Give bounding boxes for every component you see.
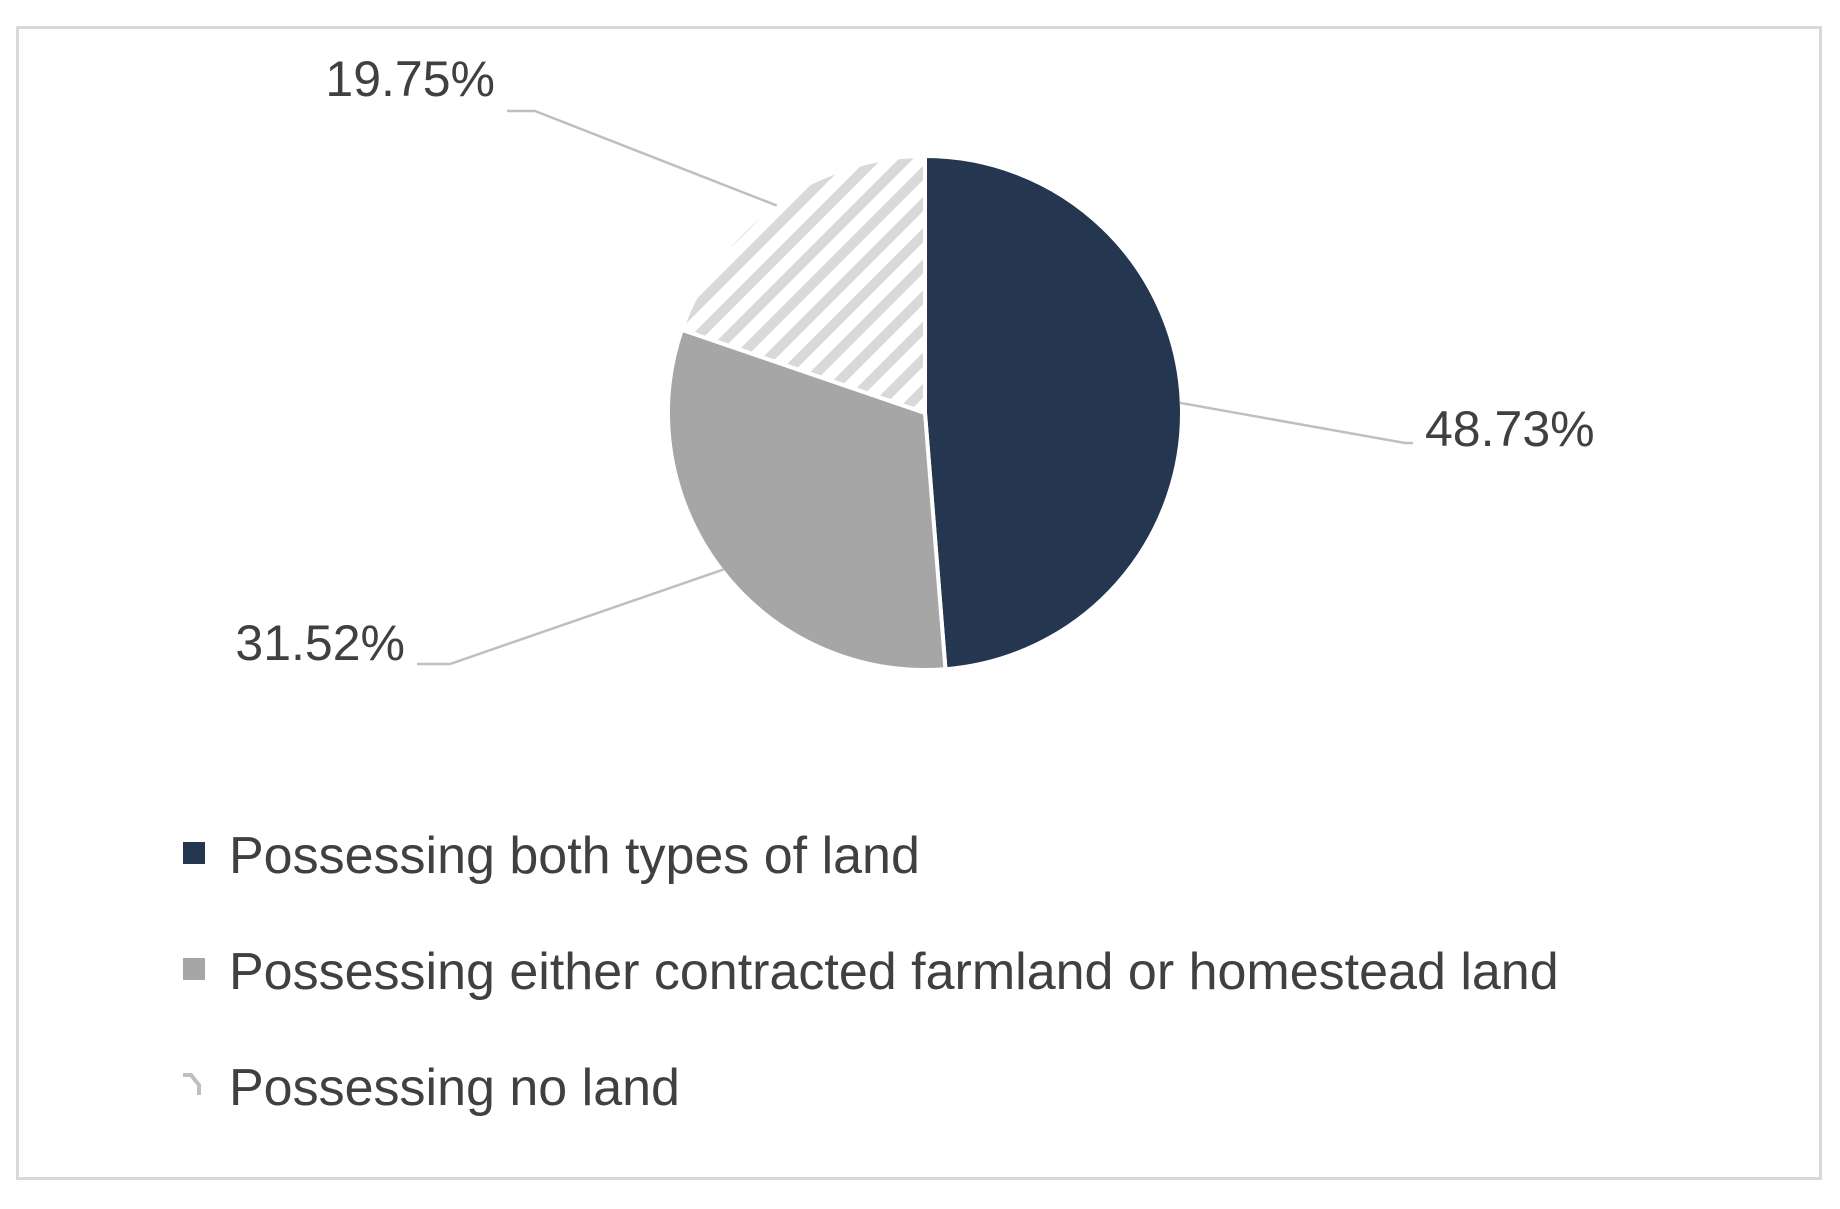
leader-line-possessing-no-land bbox=[507, 109, 778, 207]
data-label-possessing-either-contracted-farmland-or-homestead-land: 31.52% bbox=[235, 615, 405, 671]
legend-label-possessing-both-types-of-land: Possessing both types of land bbox=[229, 827, 920, 885]
legend-item-possessing-either-contracted-farmland-or-homestead-land: Possessing either contracted farmland or… bbox=[183, 943, 1559, 1001]
legend-swatch-possessing-either-contracted-farmland-or-homestead-land bbox=[183, 958, 205, 980]
legend-item-possessing-both-types-of-land: Possessing both types of land bbox=[183, 827, 920, 885]
data-label-possessing-both-types-of-land: 48.73% bbox=[1425, 401, 1595, 457]
leader-line-possessing-either-contracted-farmland-or-homestead-land bbox=[417, 568, 725, 666]
legend-label-possessing-no-land: Possessing no land bbox=[229, 1059, 680, 1117]
leader-lines bbox=[417, 109, 1413, 666]
legend-item-possessing-no-land: Possessing no land bbox=[183, 1059, 680, 1117]
legend-label-possessing-either-contracted-farmland-or-homestead-land: Possessing either contracted farmland or… bbox=[229, 943, 1559, 1001]
legend-swatch-possessing-both-types-of-land bbox=[183, 842, 205, 864]
legend-swatch-possessing-no-land bbox=[183, 1073, 201, 1095]
pie-slice-possessing-both-types-of-land bbox=[923, 154, 1184, 672]
data-labels: 48.73% 31.52% 19.75% bbox=[235, 51, 1594, 671]
pie-slices bbox=[666, 154, 1184, 672]
leader-line-possessing-both-types-of-land bbox=[1179, 401, 1413, 445]
data-label-possessing-no-land: 19.75% bbox=[325, 51, 495, 107]
legend: Possessing both types of land Possessing … bbox=[183, 827, 1559, 1117]
